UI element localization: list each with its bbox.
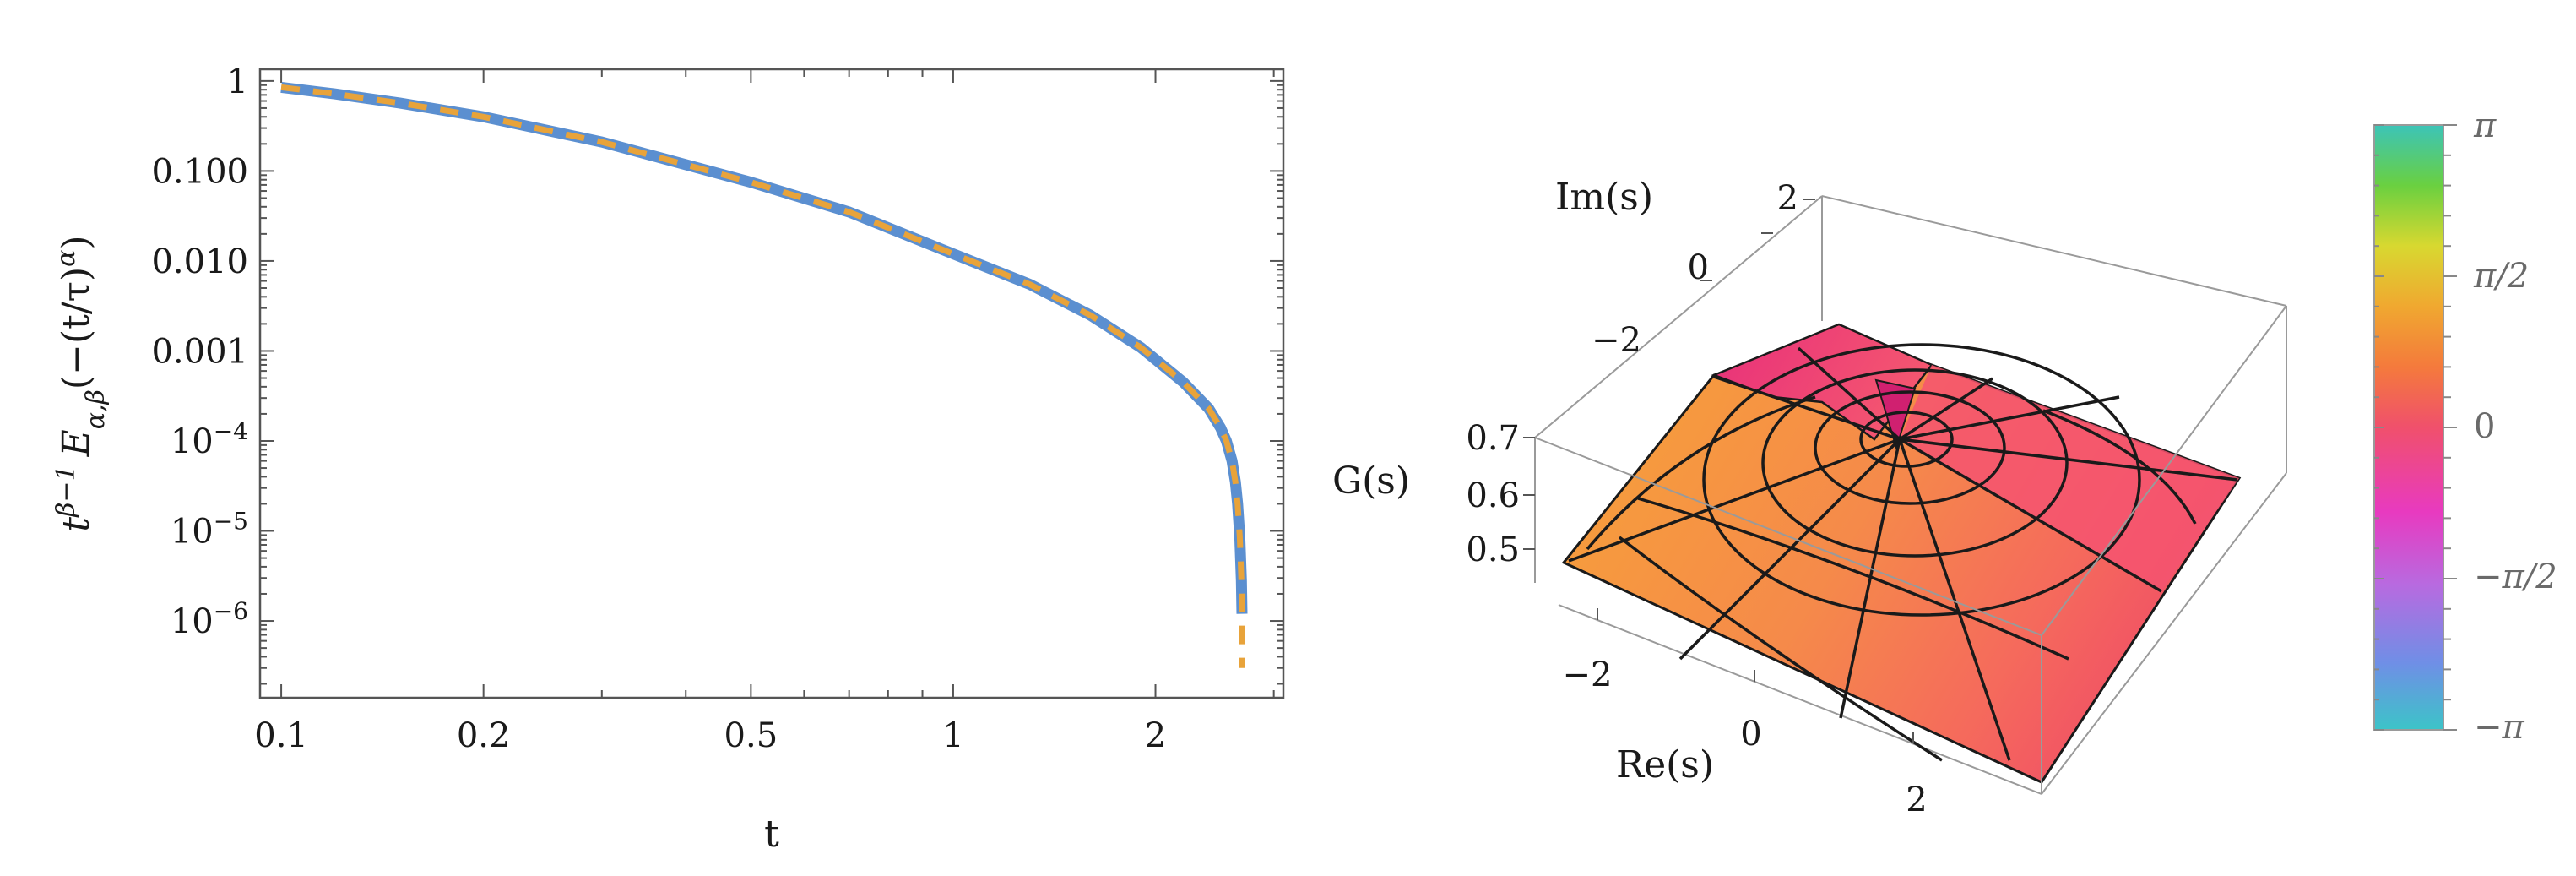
surface-axis-ticks: [1523, 199, 1914, 743]
z-tick-label: 0.6: [1466, 476, 1520, 515]
im-tick-label: 2: [1777, 179, 1798, 218]
y-tick-label: 0.100: [151, 152, 248, 191]
box-bottom-edges: [1558, 472, 2287, 795]
surface-plot-panel: −2 0 2 2 0 −2 0.7 0.6 0.5 Im(s) G(s) Re(…: [1332, 176, 2287, 819]
im-tick-label: −2: [1592, 321, 1641, 360]
re-axis-label: Re(s): [1616, 743, 1714, 786]
y-tick-label: 10−6: [171, 597, 248, 642]
colorbar-label-half-pi: π/2: [2473, 257, 2529, 296]
y-tick-label: 10−4: [171, 416, 248, 461]
box-front-edges: [1534, 305, 2287, 794]
y-tick-label: 1: [227, 63, 248, 101]
colorbar-ticks: [2374, 124, 2457, 731]
z-axis-label: G(s): [1332, 460, 1410, 503]
x-tick-label: 0.5: [724, 716, 778, 755]
series-line-approximation: [280, 84, 1245, 668]
colorbar-label-neg-half-pi: −π/2: [2474, 558, 2557, 596]
re-tick-label: −2: [1563, 656, 1613, 694]
series-group: [280, 81, 1248, 668]
z-tick-label: 0.7: [1466, 419, 1520, 458]
surface-mesh: [1568, 343, 2238, 762]
colorbar-label-neg-pi: −π: [2474, 708, 2525, 747]
y-tick-label: 10−5: [171, 507, 248, 552]
x-axis-label: t: [764, 813, 779, 856]
colorbar-panel: π π/2 0 −π/2 −π: [2373, 106, 2557, 747]
im-axis-label: Im(s): [1555, 176, 1653, 219]
re-tick-label: 2: [1906, 781, 1927, 819]
im-tick-label: 0: [1688, 248, 1709, 287]
x-tick-label: 0.2: [457, 716, 511, 755]
x-tick-label: 1: [942, 716, 963, 755]
axis-ticks: [260, 69, 1283, 698]
colorbar: [2373, 124, 2444, 731]
x-tick-label: 0.1: [254, 716, 308, 755]
x-tick-label: 2: [1145, 716, 1166, 755]
tick-labels: 0.1 0.2 0.5 1 2 1 0.100 0.010 0.001 10−4 10−5 10−6: [151, 63, 1166, 755]
colorbar-label-zero: 0: [2474, 407, 2495, 446]
y-tick-label: 0.010: [151, 242, 248, 281]
y-tick-label: 0.001: [151, 332, 248, 371]
series-line-exact: [280, 81, 1248, 614]
colorbar-label-pi: π: [2473, 106, 2497, 145]
y-axis-label: tβ−1Eα,β(−(t/τ)α): [52, 235, 111, 531]
box-back-edges: [1534, 195, 2287, 583]
line-plot-panel: 0.1 0.2 0.5 1 210.1000.0100.00110−410−510−6 …: [52, 63, 1285, 856]
re-tick-label: 0: [1740, 715, 1761, 754]
z-tick-label: 0.5: [1466, 530, 1520, 569]
plot-frame: [258, 68, 1285, 699]
